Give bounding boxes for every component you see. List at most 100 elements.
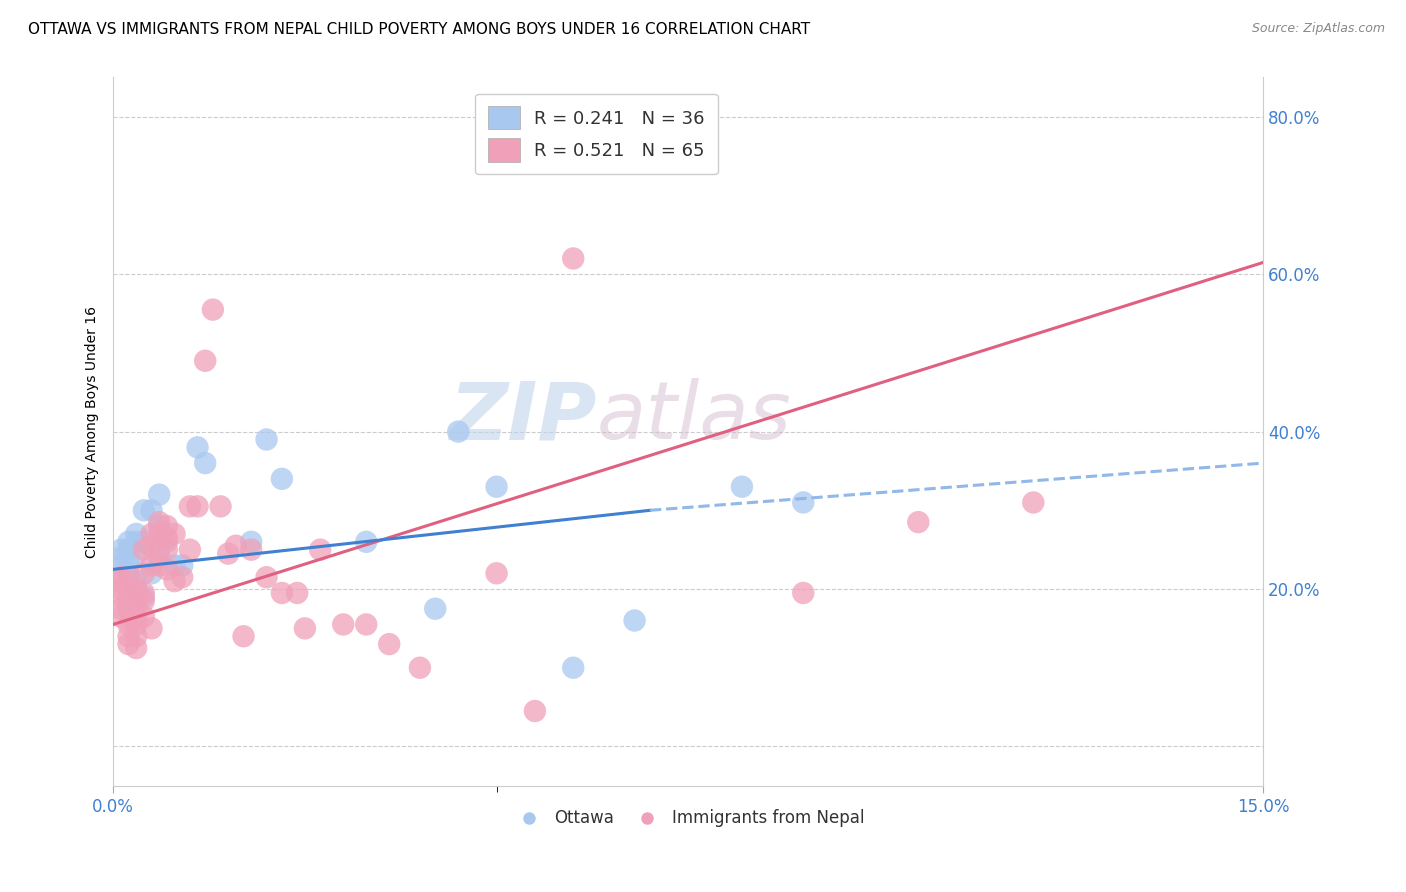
Point <box>125 641 148 656</box>
Point <box>110 582 132 596</box>
Point <box>623 614 645 628</box>
Point <box>117 534 139 549</box>
Point <box>425 601 447 615</box>
Point <box>163 558 186 573</box>
Text: OTTAWA VS IMMIGRANTS FROM NEPAL CHILD POVERTY AMONG BOYS UNDER 16 CORRELATION CH: OTTAWA VS IMMIGRANTS FROM NEPAL CHILD PO… <box>28 22 810 37</box>
Point <box>117 629 139 643</box>
Point <box>117 570 139 584</box>
Point <box>125 582 148 596</box>
Point <box>256 570 278 584</box>
Point <box>156 531 179 545</box>
Point <box>141 621 163 635</box>
Point <box>117 554 139 568</box>
Point <box>240 542 263 557</box>
Point <box>485 566 508 581</box>
Point <box>201 302 224 317</box>
Point <box>117 601 139 615</box>
Point <box>409 661 432 675</box>
Point <box>209 500 232 514</box>
Point <box>141 539 163 553</box>
Point <box>125 574 148 589</box>
Point <box>141 503 163 517</box>
Point <box>156 534 179 549</box>
Point <box>731 480 754 494</box>
Point <box>240 534 263 549</box>
Point <box>186 441 208 455</box>
Point <box>132 542 155 557</box>
Point <box>485 480 508 494</box>
Point <box>110 590 132 604</box>
Point <box>125 609 148 624</box>
Text: atlas: atlas <box>596 378 792 457</box>
Point <box>447 425 470 439</box>
Point <box>132 503 155 517</box>
Point <box>294 621 316 635</box>
Point <box>132 534 155 549</box>
Point <box>148 550 170 565</box>
Point <box>125 534 148 549</box>
Point <box>172 558 194 573</box>
Point <box>270 586 292 600</box>
Point <box>117 582 139 596</box>
Point <box>186 500 208 514</box>
Point <box>132 609 155 624</box>
Point <box>148 558 170 573</box>
Point <box>194 456 217 470</box>
Point <box>132 590 155 604</box>
Point <box>285 586 308 600</box>
Point <box>125 617 148 632</box>
Legend: Ottawa, Immigrants from Nepal: Ottawa, Immigrants from Nepal <box>505 803 872 834</box>
Point <box>792 495 814 509</box>
Point <box>141 527 163 541</box>
Point <box>110 550 132 565</box>
Point <box>1022 495 1045 509</box>
Point <box>378 637 401 651</box>
Point <box>907 515 929 529</box>
Point <box>792 586 814 600</box>
Point <box>110 542 132 557</box>
Point <box>256 433 278 447</box>
Point <box>125 527 148 541</box>
Point <box>217 547 239 561</box>
Point <box>125 547 148 561</box>
Point <box>125 582 148 596</box>
Point <box>172 570 194 584</box>
Point <box>354 617 377 632</box>
Point <box>141 566 163 581</box>
Point <box>125 629 148 643</box>
Point <box>148 527 170 541</box>
Point <box>562 661 585 675</box>
Point <box>523 704 546 718</box>
Point <box>179 542 201 557</box>
Point <box>354 534 377 549</box>
Point <box>156 519 179 533</box>
Point <box>225 539 247 553</box>
Point <box>148 487 170 501</box>
Point <box>562 252 585 266</box>
Point <box>125 598 148 612</box>
Point <box>117 594 139 608</box>
Point <box>232 629 254 643</box>
Text: ZIP: ZIP <box>449 378 596 457</box>
Point <box>148 519 170 533</box>
Point <box>132 594 155 608</box>
Point <box>125 590 148 604</box>
Point <box>332 617 354 632</box>
Point <box>270 472 292 486</box>
Point <box>110 609 132 624</box>
Y-axis label: Child Poverty Among Boys Under 16: Child Poverty Among Boys Under 16 <box>86 306 100 558</box>
Point <box>132 566 155 581</box>
Point <box>156 542 179 557</box>
Point <box>156 562 179 576</box>
Point <box>163 527 186 541</box>
Point <box>110 601 132 615</box>
Point <box>148 542 170 557</box>
Point <box>163 574 186 589</box>
Point <box>194 353 217 368</box>
Point <box>117 566 139 581</box>
Point <box>117 637 139 651</box>
Point <box>141 558 163 573</box>
Point <box>132 586 155 600</box>
Text: Source: ZipAtlas.com: Source: ZipAtlas.com <box>1251 22 1385 36</box>
Point <box>117 542 139 557</box>
